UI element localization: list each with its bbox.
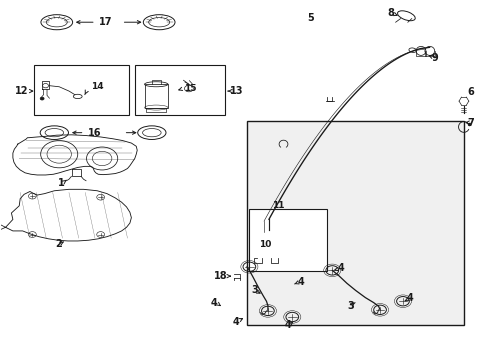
Circle shape [40,97,44,100]
Text: 6: 6 [466,87,473,97]
Text: 10: 10 [259,240,271,249]
Text: 3: 3 [346,301,353,311]
Bar [249,209,327,271]
Text: 12: 12 [15,86,29,96]
Text: 5: 5 [306,13,313,23]
Text: 9: 9 [430,53,437,63]
Text: 4: 4 [232,317,239,327]
Text: 1: 1 [58,178,65,188]
Text: 14: 14 [91,82,103,91]
Text: 8: 8 [386,8,393,18]
Text: 4: 4 [285,320,291,330]
Text: 17: 17 [99,17,112,27]
Bar [144,84,167,108]
Bar [34,65,129,116]
Text: 3: 3 [251,285,258,295]
Text: 15: 15 [183,84,196,93]
Bar [246,121,463,325]
Text: 16: 16 [87,128,101,138]
Text: 11: 11 [272,201,285,210]
Text: 4: 4 [297,277,304,287]
Text: 4: 4 [406,293,413,303]
Text: 2: 2 [55,239,61,249]
Text: 4: 4 [210,298,217,308]
Text: 4: 4 [337,263,343,273]
Bar [135,65,224,116]
Text: 13: 13 [229,86,243,96]
Text: 18: 18 [214,271,227,281]
Text: 7: 7 [467,118,473,128]
